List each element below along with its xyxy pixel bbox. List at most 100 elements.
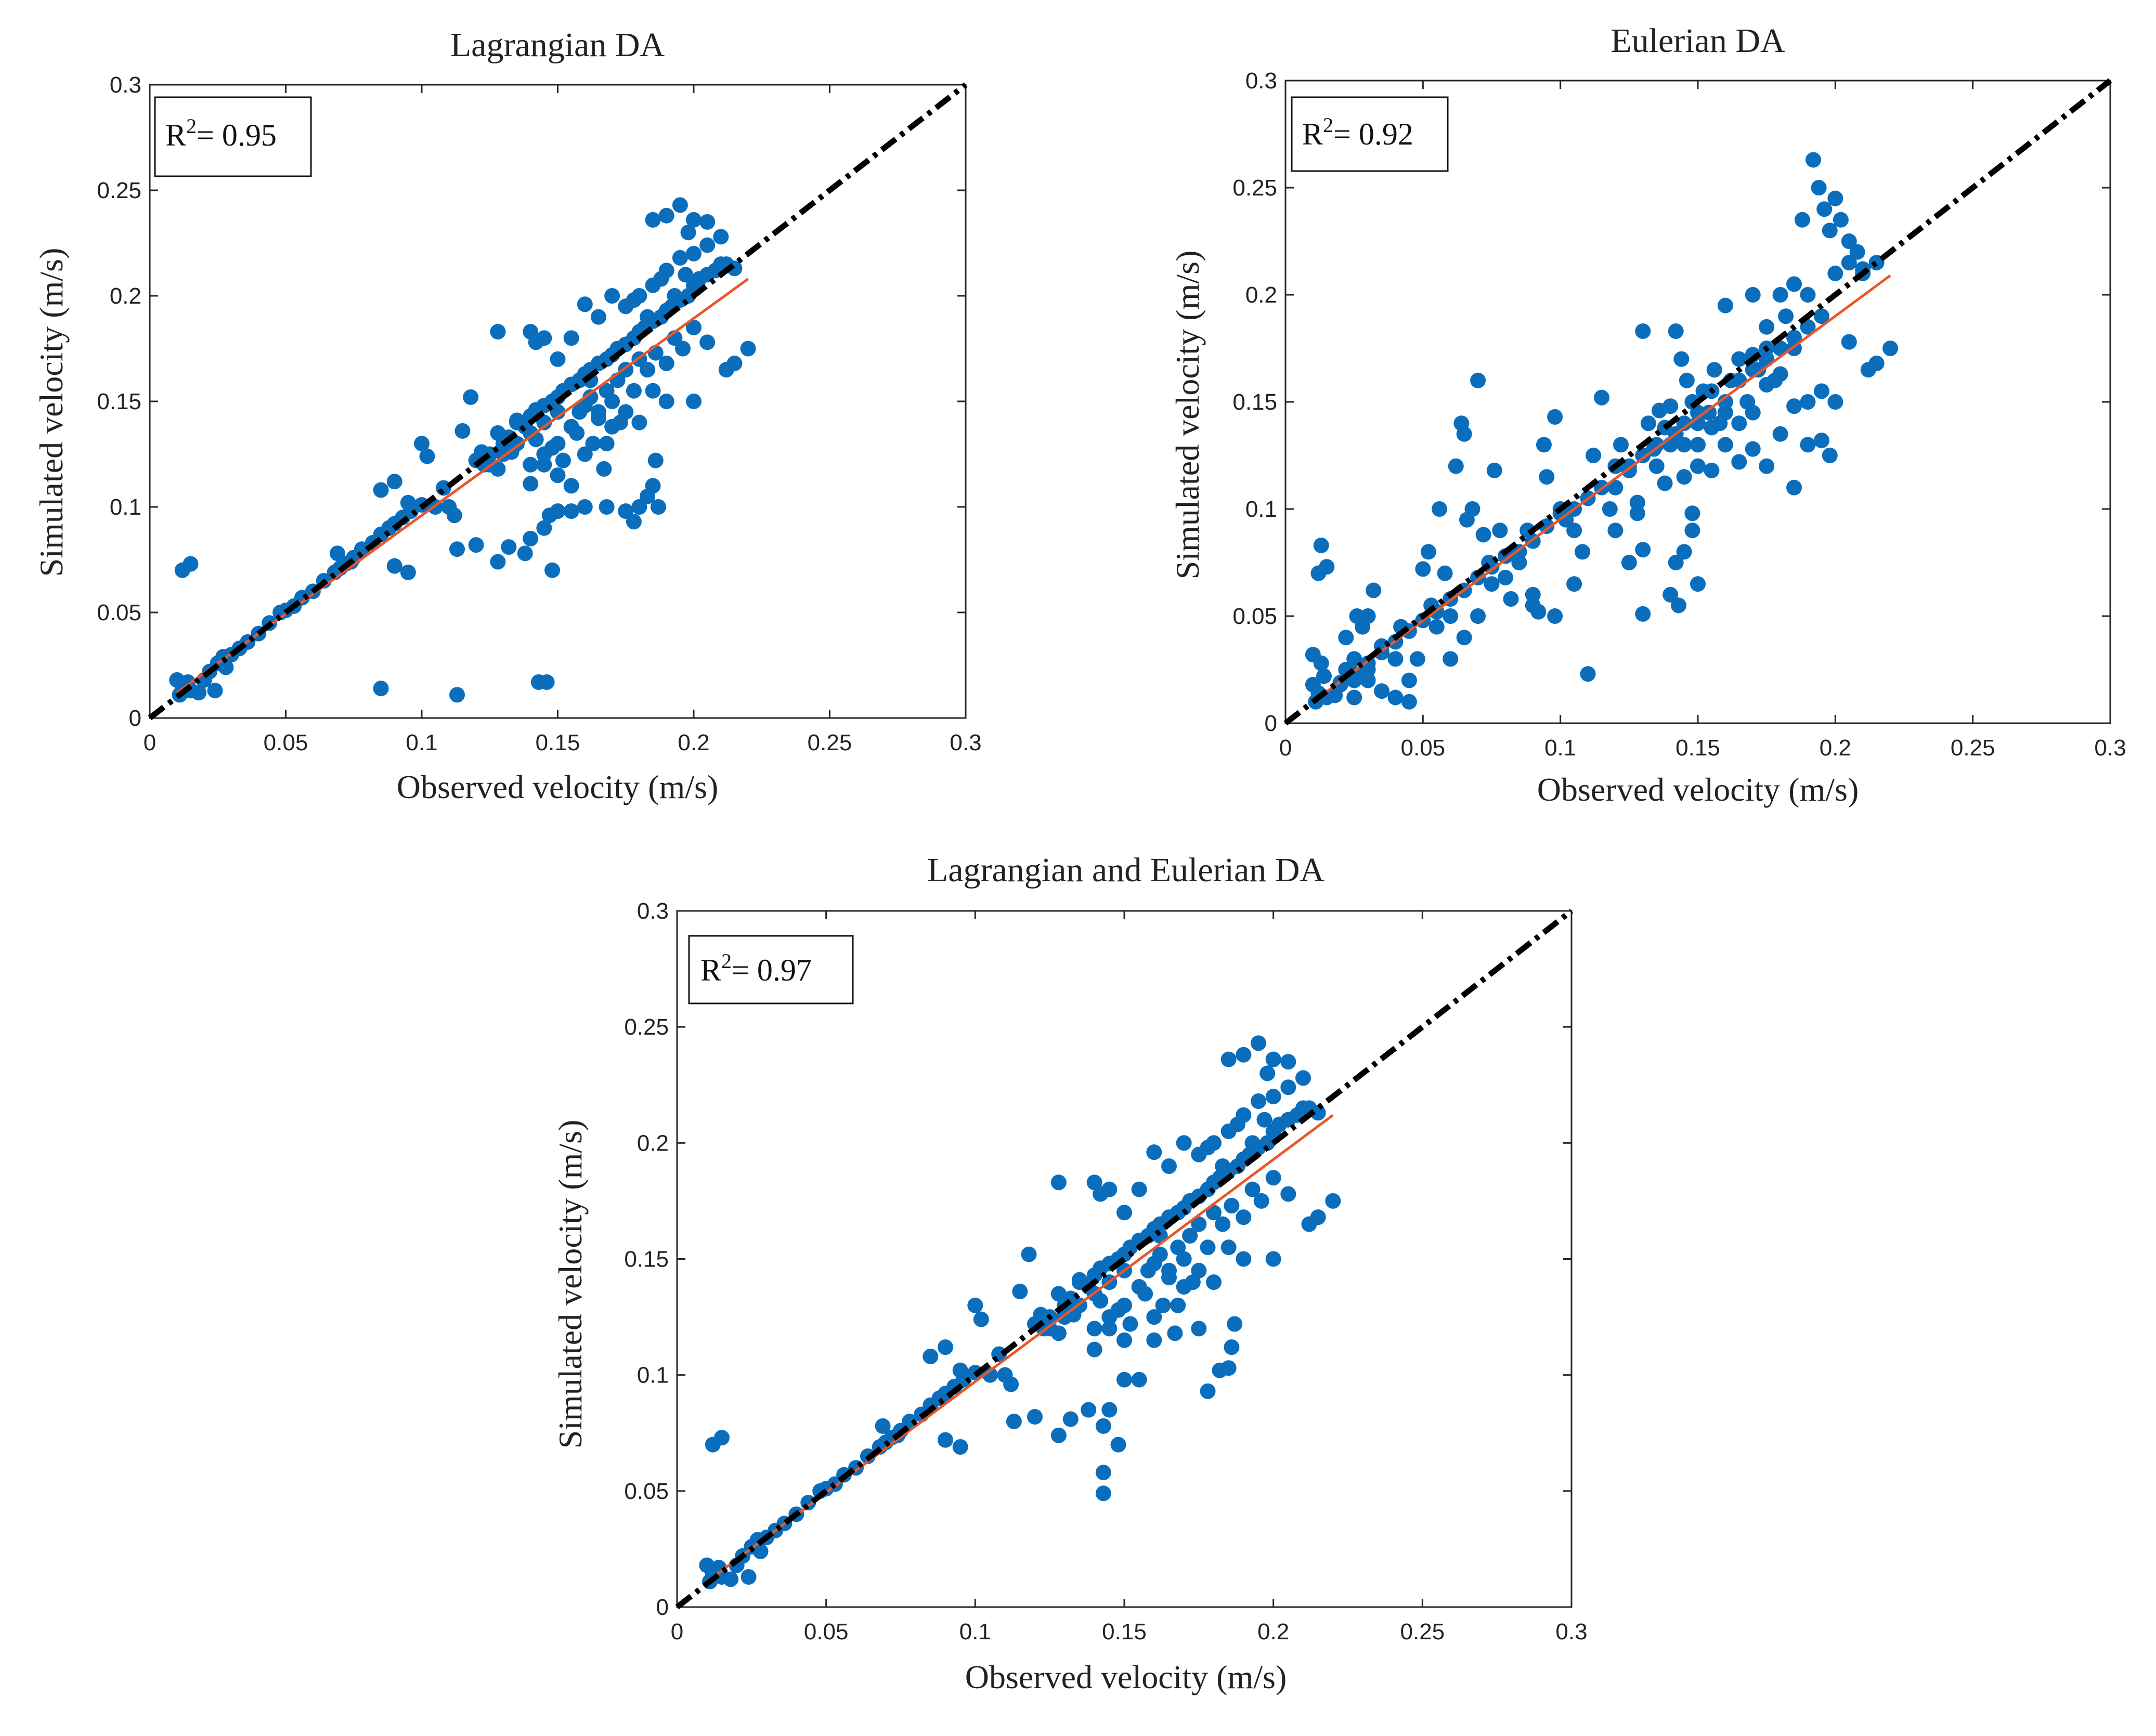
- data-point: [1215, 1158, 1231, 1174]
- data-point: [938, 1339, 953, 1355]
- data-point: [1229, 1116, 1245, 1132]
- data-point: [1360, 608, 1376, 624]
- x-tick-label: 0.3: [2094, 735, 2126, 761]
- data-point: [1280, 1054, 1296, 1070]
- data-point: [550, 351, 566, 367]
- r2-box: [1291, 96, 1449, 172]
- data-point: [1116, 1372, 1132, 1388]
- y-tick-label: 0.25: [1232, 175, 1277, 201]
- data-point: [1072, 1274, 1087, 1290]
- data-point: [1220, 1239, 1237, 1256]
- data-point: [1259, 1065, 1276, 1081]
- data-point: [631, 499, 647, 515]
- y-tick-label: 0.05: [97, 600, 141, 625]
- data-point: [741, 1569, 757, 1585]
- data-point: [658, 355, 674, 371]
- data-point: [640, 362, 656, 378]
- data-point: [1759, 458, 1775, 474]
- data-point: [1338, 630, 1354, 646]
- reference-line: [1283, 78, 2112, 726]
- data-point: [1310, 1105, 1326, 1121]
- data-point: [1670, 597, 1686, 614]
- chart-title: Eulerian DA: [1610, 22, 1785, 60]
- data-point: [577, 296, 593, 312]
- data-point: [1095, 1465, 1111, 1481]
- data-point: [672, 250, 688, 266]
- data-point: [1816, 201, 1833, 217]
- data-point: [449, 687, 465, 703]
- data-point: [1800, 319, 1816, 335]
- data-point: [1841, 233, 1857, 249]
- data-point: [1027, 1409, 1043, 1425]
- data-point: [645, 383, 661, 399]
- data-point: [1811, 180, 1827, 195]
- data-point: [1456, 426, 1472, 442]
- r2-prefix: R: [165, 118, 186, 152]
- y-tick-label: 0.15: [97, 389, 141, 414]
- data-point: [1759, 351, 1775, 367]
- data-point: [539, 674, 555, 690]
- data-point: [1833, 212, 1849, 228]
- data-point: [563, 503, 579, 519]
- data-point: [726, 355, 743, 371]
- data-point: [1244, 1181, 1261, 1197]
- data-point: [1081, 1402, 1097, 1418]
- r2-annotation: R2= 0.97: [700, 949, 812, 987]
- data-point: [1657, 475, 1673, 491]
- data-point: [1131, 1372, 1147, 1388]
- data-point: [952, 1362, 968, 1378]
- data-point: [1475, 527, 1491, 543]
- data-point: [1827, 190, 1843, 206]
- scatter-panel-eulerian: Eulerian DA Observed velocity (m/s) Simu…: [1169, 22, 2126, 808]
- data-point: [490, 324, 506, 340]
- r2-box: [154, 96, 312, 177]
- data-point: [1155, 1297, 1171, 1313]
- data-point: [752, 1543, 769, 1559]
- data-point: [1006, 1413, 1022, 1429]
- y-tick-label: 0.1: [110, 494, 141, 520]
- x-tick-label: 0.2: [1820, 735, 1851, 761]
- data-point: [1759, 319, 1775, 335]
- data-point: [1731, 454, 1747, 470]
- data-point: [373, 482, 389, 498]
- y-tick-label: 0: [1265, 711, 1277, 736]
- data-point: [1101, 1309, 1118, 1325]
- data-point: [1613, 437, 1629, 453]
- x-tick-label: 0.2: [678, 730, 709, 755]
- x-tick-label: 0.25: [1400, 1619, 1445, 1644]
- data-point: [1086, 1174, 1102, 1191]
- data-point: [723, 1571, 739, 1587]
- y-tick-label: 0.25: [624, 1014, 669, 1040]
- y-tick-label: 0.2: [1245, 282, 1277, 308]
- data-point: [490, 554, 506, 570]
- data-point: [1170, 1239, 1186, 1256]
- data-point: [1841, 255, 1857, 271]
- data-point: [463, 389, 479, 405]
- data-point: [1200, 1383, 1216, 1399]
- data-point: [373, 681, 389, 697]
- data-point: [626, 514, 642, 530]
- data-point: [626, 292, 642, 308]
- data-point: [1868, 255, 1885, 271]
- data-point: [675, 341, 691, 357]
- data-point: [1236, 1047, 1252, 1063]
- data-point: [536, 520, 552, 536]
- y-axis-label: Simulated velocity (m/s): [33, 248, 70, 577]
- data-point: [446, 507, 462, 524]
- data-point: [386, 474, 402, 490]
- data-point: [1116, 1205, 1132, 1221]
- data-point: [1265, 1051, 1281, 1067]
- x-tick-label: 0.15: [1102, 1619, 1147, 1644]
- chart-title: Lagrangian and Eulerian DA: [927, 851, 1325, 889]
- data-point: [1607, 479, 1624, 495]
- data-point: [1310, 1209, 1326, 1225]
- x-tick-label: 0: [144, 730, 156, 755]
- x-tick-label: 0.1: [406, 730, 437, 755]
- data-point: [400, 564, 416, 580]
- data-point: [1224, 1197, 1240, 1213]
- data-point: [618, 404, 634, 420]
- data-point: [1244, 1135, 1261, 1151]
- data-point: [1676, 469, 1692, 485]
- data-point: [875, 1418, 891, 1434]
- r2-value: = 0.95: [197, 118, 277, 152]
